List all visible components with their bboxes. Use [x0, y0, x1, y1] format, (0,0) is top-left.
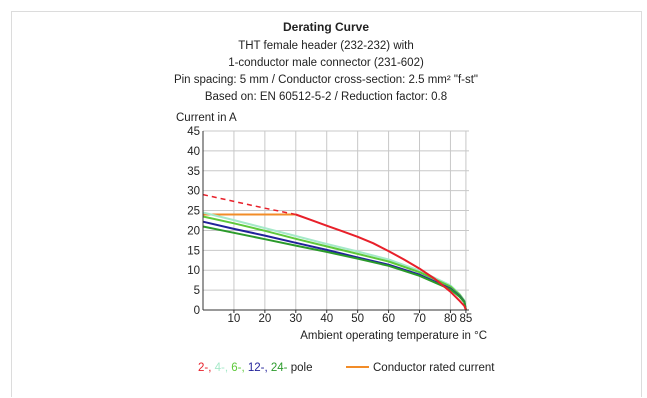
- x-tick-label: 60: [382, 313, 395, 325]
- x-tick-label: 70: [413, 313, 426, 325]
- x-tick-label: 85: [460, 313, 473, 325]
- chart-subtitle-line-4: Based on: EN 60512-5-2 / Reduction facto…: [205, 91, 447, 103]
- y-tick-label: 20: [187, 225, 200, 237]
- chart-subtitle-line-2: 1-conductor male connector (231-602): [228, 57, 424, 69]
- y-tick-label: 45: [187, 126, 200, 138]
- legend-pole-item: 4-,: [215, 362, 232, 374]
- chart-subtitle-line-1: THT female header (232-232) with: [238, 40, 414, 52]
- y-tick-label: 15: [187, 245, 200, 257]
- x-tick-labels: 10 20 30 40 50 60 70 80 85: [228, 310, 473, 325]
- y-tick-label: 10: [187, 265, 200, 277]
- x-tick-label: 30: [289, 313, 302, 325]
- legend-conductor-label: Conductor rated current: [373, 362, 495, 374]
- legend-pole-word: pole: [291, 362, 313, 374]
- series-line-2: [295, 213, 467, 311]
- x-tick-label: 10: [228, 313, 241, 325]
- y-tick-label: 35: [187, 166, 200, 178]
- series-line-2-extrapolated: [202, 193, 296, 216]
- chart-frame: [11, 11, 642, 397]
- series-lines: [202, 193, 467, 311]
- y-tick-label: 30: [187, 186, 200, 198]
- y-tick-label: 25: [187, 206, 200, 218]
- series-line-4: [202, 211, 467, 311]
- legend-pole-item: 6-,: [231, 362, 248, 374]
- chart-title: Derating Curve: [283, 20, 369, 34]
- grid: [203, 130, 469, 310]
- y-tick-label: 0: [194, 305, 200, 317]
- y-tick-label: 5: [194, 285, 200, 297]
- axes: [202, 131, 469, 311]
- x-tick-label: 80: [444, 313, 457, 325]
- y-tick-label: 40: [187, 146, 200, 158]
- legend-pole-item: 24-: [271, 362, 291, 374]
- chart-subtitle-line-3: Pin spacing: 5 mm / Conductor cross-sect…: [174, 74, 478, 86]
- legend-pole-label: 2-, 4-, 6-, 12-, 24- pole: [198, 362, 312, 374]
- x-axis-label: Ambient operating temperature in °C: [300, 330, 487, 342]
- legend-pole-item: 12-,: [248, 362, 271, 374]
- legend-pole-item: 2-,: [198, 362, 215, 374]
- x-tick-label: 50: [351, 313, 364, 325]
- legend: 2-, 4-, 6-, 12-, 24- pole Conductor rate…: [198, 362, 495, 374]
- x-tick-label: 20: [258, 313, 271, 325]
- series-line-24: [202, 225, 467, 311]
- x-tick-label: 40: [320, 313, 333, 325]
- y-axis-label: Current in A: [176, 112, 237, 124]
- y-tick-labels: 0 5 10 15 20 25 30 35 40 45: [187, 126, 200, 317]
